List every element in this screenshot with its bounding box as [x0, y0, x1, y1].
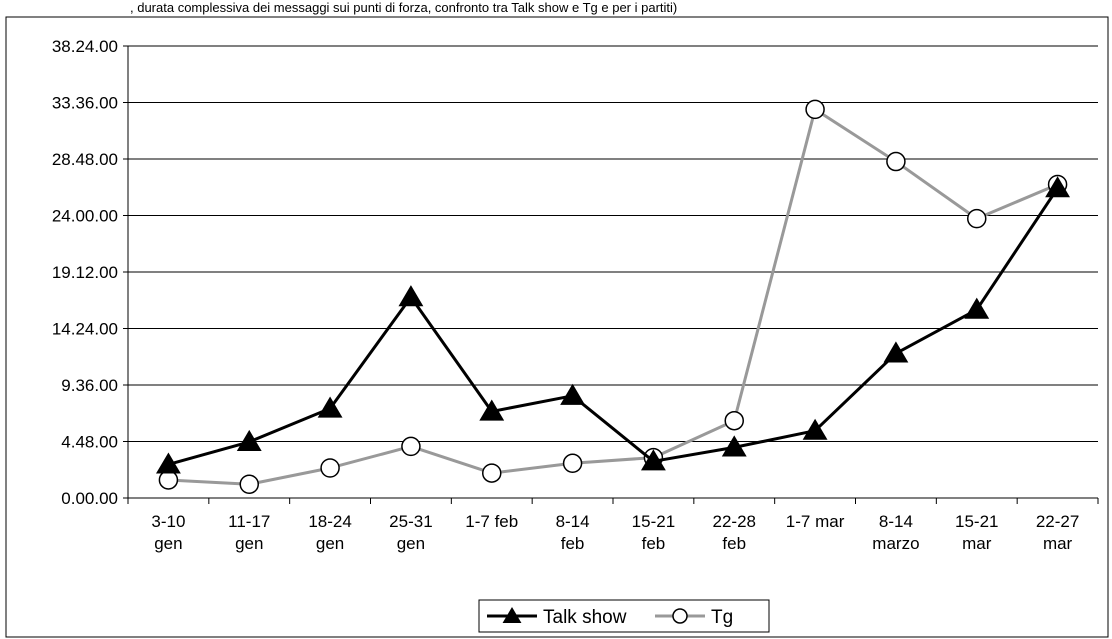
legend-label-talk-show: Talk show — [543, 607, 627, 628]
point-tg — [805, 99, 825, 120]
point-talk-show — [964, 297, 990, 319]
x-tick-label: 3-10 gen — [151, 512, 185, 553]
point-tg — [724, 410, 744, 431]
point-talk-show — [317, 396, 343, 418]
x-tick-label: 8-14 marzo — [872, 512, 919, 553]
point-tg — [239, 474, 259, 495]
point-tg — [158, 470, 179, 490]
series-line-talk-show — [168, 187, 1059, 466]
point-tg — [562, 453, 583, 474]
y-tick-label: 0.00.00 — [61, 489, 118, 508]
x-tick-label: 11-17 gen — [228, 512, 270, 553]
x-tick-label: 1-7 mar — [786, 512, 845, 531]
point-talk-show — [1045, 176, 1071, 198]
point-tg — [886, 151, 906, 172]
y-tick-label: 33.36.00 — [52, 94, 118, 113]
legend-label-tg: Tg — [711, 607, 733, 628]
point-talk-show — [802, 418, 828, 440]
x-tick-label: 15-21 feb — [632, 512, 675, 553]
x-tick-label: 25-31 gen — [389, 512, 432, 553]
y-tick-label: 28.48.00 — [52, 150, 118, 169]
point-tg — [482, 463, 502, 483]
x-tick-label: 8-14 feb — [556, 512, 590, 553]
point-talk-show — [155, 452, 181, 474]
point-talk-show — [721, 435, 747, 457]
point-talk-show — [640, 449, 666, 471]
chart-caption: , durata complessiva dei messaggi sui pu… — [130, 0, 677, 15]
point-talk-show — [236, 429, 262, 451]
chart-frame — [5, 16, 1109, 638]
point-talk-show — [560, 383, 586, 405]
plot-area: 0.00.00 4.48.00 9.36.00 14.24.00 19.12.00 24.… — [52, 37, 1099, 553]
legend-marker-tg — [672, 608, 688, 624]
x-tick-label: 18-24 gen — [308, 512, 351, 553]
series-line-tg — [168, 107, 1059, 486]
x-tick-label: 1-7 feb — [465, 512, 518, 531]
x-tick-label: 15-21 mar — [955, 512, 998, 553]
y-tick-label: 14.24.00 — [52, 320, 118, 339]
point-talk-show — [479, 399, 505, 421]
x-tick-label: 22-28 feb — [713, 512, 756, 553]
y-tick-label: 19.12.00 — [52, 263, 118, 282]
point-talk-show — [398, 285, 424, 307]
y-tick-label: 9.36.00 — [61, 376, 118, 395]
point-tg — [401, 436, 421, 457]
legend: Talk show Tg — [478, 599, 770, 633]
x-tick-label: 22-27 mar — [1036, 512, 1079, 553]
y-tick-label: 4.48.00 — [61, 433, 118, 452]
y-tick-label: 24.00.00 — [52, 207, 118, 226]
y-tick-label: 38.24.00 — [52, 37, 118, 56]
legend-marker-talk-show — [502, 607, 522, 624]
point-tg — [320, 458, 340, 478]
point-talk-show — [883, 341, 909, 363]
point-tg — [967, 208, 987, 229]
